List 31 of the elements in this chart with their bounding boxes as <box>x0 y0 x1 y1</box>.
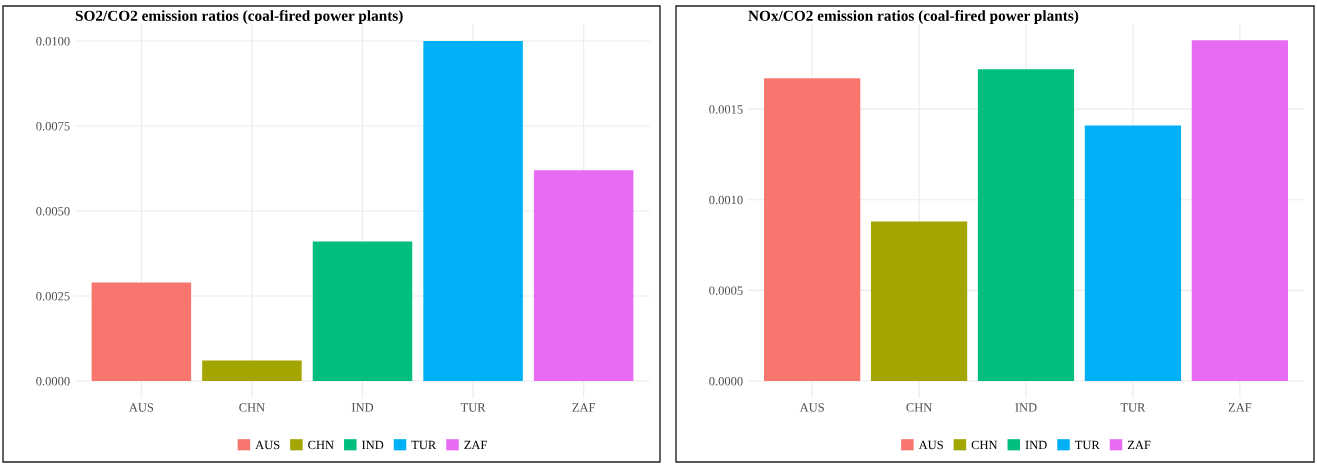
y-tick-label: 0.0000 <box>709 376 743 386</box>
legend-label: IND <box>361 440 384 450</box>
legend-label: TUR <box>1074 440 1100 450</box>
y-tick-label: 0.0025 <box>36 292 70 301</box>
y-tick-label: 0.0000 <box>36 377 70 386</box>
legend-label: ZAF <box>464 440 487 450</box>
y-tick-label: 0.0015 <box>709 105 743 114</box>
x-tick-label: TUR <box>1120 403 1146 412</box>
x-tick-label: ZAF <box>1228 403 1252 412</box>
legend-label: AUS <box>255 440 280 450</box>
x-tick-label: IND <box>1015 403 1037 412</box>
y-tick-label: 0.0050 <box>36 207 70 216</box>
x-tick-label: TUR <box>460 403 486 412</box>
legend-label: TUR <box>411 440 437 450</box>
x-tick-label: AUS <box>799 403 824 412</box>
legend-label: ZAF <box>1127 440 1151 450</box>
y-tick-label: 0.0005 <box>709 286 743 295</box>
y-tick-label: 0.0100 <box>36 37 70 46</box>
legend-label: CHN <box>308 440 334 450</box>
x-tick-label: CHN <box>239 403 265 412</box>
legend-label: CHN <box>971 440 998 450</box>
y-tick-label: 0.0075 <box>36 122 70 131</box>
legend-label: IND <box>1025 440 1047 450</box>
x-tick-label: ZAF <box>572 403 596 412</box>
chart-title: SO2/CO2 emission ratios (coal-fired power plants) <box>75 9 403 24</box>
x-tick-label: CHN <box>906 403 932 412</box>
legend-label: AUS <box>918 440 943 450</box>
x-tick-label: IND <box>351 403 374 412</box>
y-tick-label: 0.0010 <box>709 195 743 205</box>
chart-title: NOx/CO2 emission ratios (coal-fired power plants) <box>748 9 1079 24</box>
x-tick-label: AUS <box>128 403 154 412</box>
